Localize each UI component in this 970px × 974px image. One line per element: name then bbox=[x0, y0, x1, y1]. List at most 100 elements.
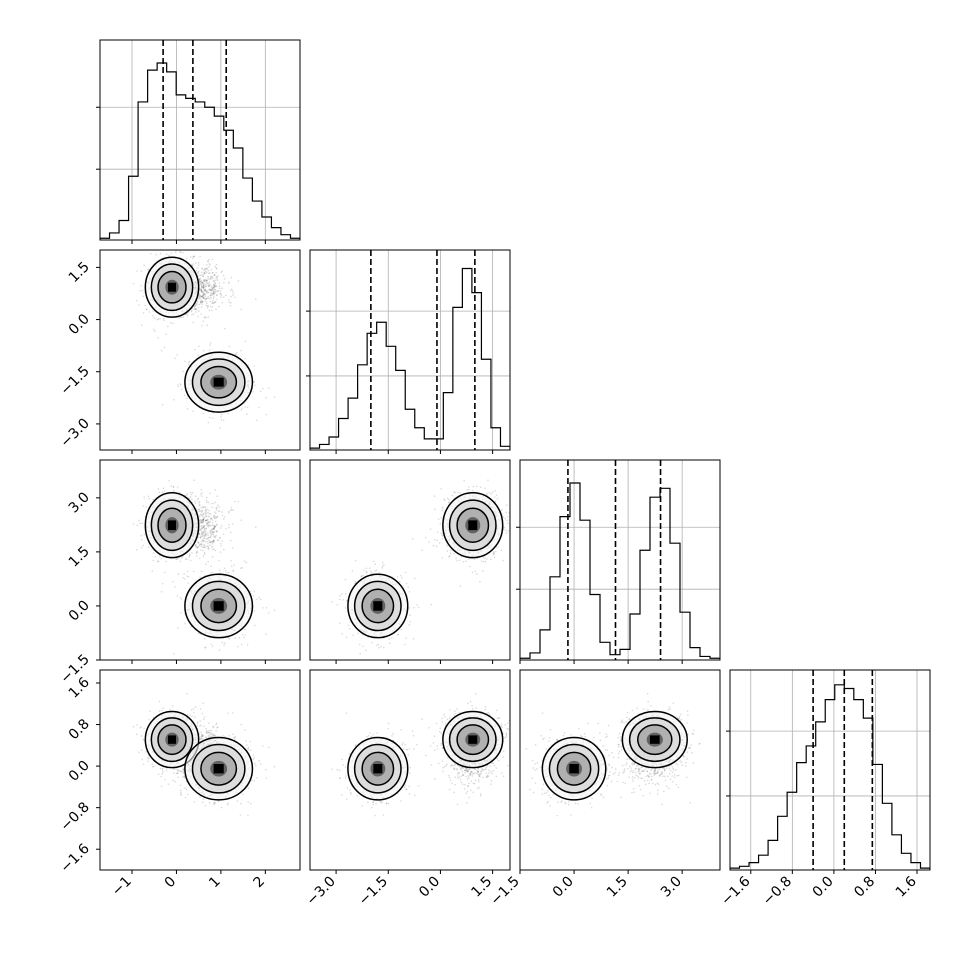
scatter-point bbox=[199, 577, 201, 579]
scatter-point bbox=[205, 515, 207, 517]
scatter-point bbox=[240, 567, 242, 569]
scatter-point bbox=[209, 417, 211, 419]
scatter-point bbox=[206, 267, 208, 269]
scatter-point bbox=[409, 624, 411, 626]
scatter-point bbox=[215, 272, 217, 274]
scatter-point bbox=[142, 505, 144, 507]
scatter-point bbox=[465, 561, 467, 563]
scatter-point bbox=[212, 556, 214, 558]
scatter-point bbox=[220, 543, 222, 545]
scatter-point bbox=[219, 569, 221, 571]
scatter-point bbox=[201, 545, 203, 547]
scatter-point bbox=[174, 357, 176, 359]
scatter-point bbox=[202, 303, 204, 305]
scatter-point bbox=[204, 295, 206, 297]
scatter-point bbox=[476, 573, 478, 575]
scatter-point bbox=[216, 294, 218, 296]
scatter-point bbox=[184, 395, 186, 397]
scatter-point bbox=[357, 633, 359, 635]
scatter-point bbox=[201, 271, 203, 273]
scatter-point bbox=[160, 558, 162, 560]
scatter-point bbox=[200, 519, 202, 521]
scatter-point bbox=[206, 525, 208, 527]
scatter-point bbox=[202, 555, 204, 557]
scatter-point bbox=[472, 572, 474, 574]
scatter-point bbox=[188, 576, 190, 578]
scatter-point bbox=[167, 326, 169, 328]
scatter-point bbox=[211, 517, 213, 519]
density-peak bbox=[168, 283, 176, 292]
scatter-point bbox=[186, 558, 188, 560]
scatter-point bbox=[192, 492, 194, 494]
scatter-point bbox=[196, 270, 198, 272]
scatter-point bbox=[204, 534, 206, 536]
scatter-point bbox=[447, 497, 449, 499]
scatter-point bbox=[200, 302, 202, 304]
scatter-point bbox=[253, 381, 255, 383]
scatter-point bbox=[212, 572, 214, 574]
scatter-point bbox=[203, 321, 205, 323]
scatter-point bbox=[345, 579, 347, 581]
panel-0-0 bbox=[96, 40, 300, 244]
scatter-point bbox=[223, 533, 225, 535]
scatter-point bbox=[233, 564, 235, 566]
scatter-point bbox=[203, 513, 205, 515]
scatter-point bbox=[208, 522, 210, 524]
scatter-point bbox=[138, 520, 140, 522]
scatter-point bbox=[206, 541, 208, 543]
scatter-point bbox=[208, 510, 210, 512]
scatter-point bbox=[473, 486, 475, 488]
scatter-point bbox=[262, 388, 264, 390]
scatter-point bbox=[196, 546, 198, 548]
scatter-point bbox=[184, 578, 186, 580]
scatter-point bbox=[204, 280, 206, 282]
scatter-point bbox=[190, 496, 192, 498]
scatter-point bbox=[224, 328, 226, 330]
scatter-point bbox=[141, 270, 143, 272]
scatter-point bbox=[487, 479, 489, 481]
scatter-point bbox=[254, 591, 256, 593]
scatter-point bbox=[209, 282, 211, 284]
scatter-point bbox=[136, 549, 138, 551]
scatter-point bbox=[213, 541, 215, 543]
scatter-point bbox=[214, 301, 216, 303]
scatter-point bbox=[265, 633, 267, 635]
scatter-point bbox=[205, 512, 207, 514]
scatter-point bbox=[198, 345, 200, 347]
scatter-point bbox=[331, 601, 333, 603]
scatter-point bbox=[216, 278, 218, 280]
scatter-point bbox=[177, 627, 179, 629]
scatter-point bbox=[154, 330, 156, 332]
scatter-point bbox=[182, 371, 184, 373]
scatter-point bbox=[211, 310, 213, 312]
scatter-point bbox=[376, 570, 378, 572]
scatter-point bbox=[191, 309, 193, 311]
scatter-point bbox=[136, 270, 138, 272]
scatter-point bbox=[236, 354, 238, 356]
scatter-point bbox=[210, 295, 212, 297]
scatter-point bbox=[200, 543, 202, 545]
scatter-point bbox=[151, 570, 153, 572]
scatter-point bbox=[214, 289, 216, 291]
scatter-point bbox=[399, 581, 401, 583]
scatter-point bbox=[223, 420, 225, 422]
scatter-point bbox=[208, 422, 210, 424]
scatter-point bbox=[220, 293, 222, 295]
scatter-point bbox=[200, 275, 202, 277]
scatter-point bbox=[413, 638, 415, 640]
scatter-point bbox=[163, 318, 165, 320]
panel-bg bbox=[310, 460, 510, 660]
scatter-point bbox=[208, 263, 210, 265]
scatter-point bbox=[203, 526, 205, 528]
scatter-point bbox=[378, 647, 380, 649]
scatter-point bbox=[203, 272, 205, 274]
scatter-point bbox=[187, 315, 189, 317]
scatter-point bbox=[208, 539, 210, 541]
scatter-point bbox=[455, 558, 457, 560]
scatter-point bbox=[200, 279, 202, 281]
scatter-point bbox=[204, 293, 206, 295]
scatter-point bbox=[180, 251, 182, 253]
scatter-point bbox=[207, 543, 209, 545]
scatter-point bbox=[203, 285, 205, 287]
scatter-point bbox=[245, 634, 247, 636]
